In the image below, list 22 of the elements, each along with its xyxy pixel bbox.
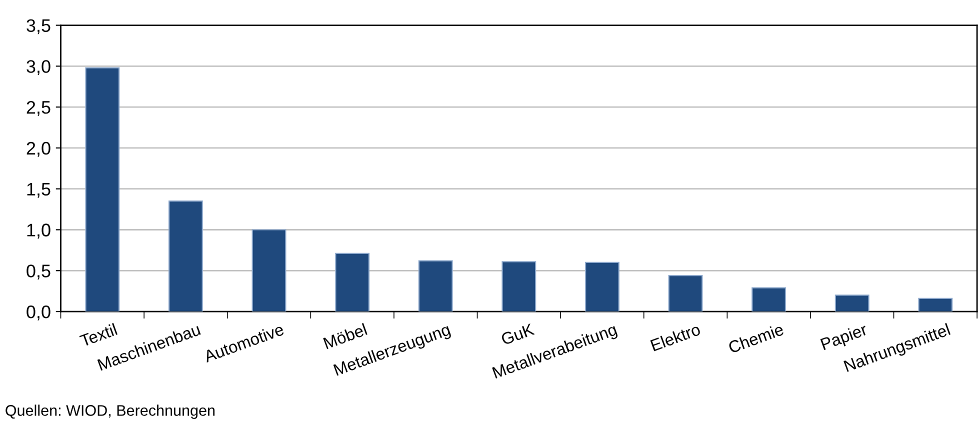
y-tick-label: 0,0 xyxy=(26,305,50,320)
y-tick-label: 2,0 xyxy=(26,142,50,157)
bar xyxy=(252,229,286,312)
bar xyxy=(168,200,203,312)
x-tick-label: Elektro xyxy=(650,322,702,352)
x-tick-label: Chemie xyxy=(728,322,784,354)
bar xyxy=(584,262,620,312)
bar xyxy=(85,67,120,312)
source-note: Quellen: WIOD, Berechnungen xyxy=(6,404,215,419)
y-tick-label: 3,0 xyxy=(26,60,50,76)
y-tick-label: 3,5 xyxy=(26,19,50,34)
bar xyxy=(502,261,536,312)
y-tick-label: 0,5 xyxy=(26,264,50,280)
bar xyxy=(335,252,370,312)
bar xyxy=(752,287,786,312)
bar xyxy=(834,294,870,312)
bar xyxy=(918,298,953,312)
bar xyxy=(418,260,453,312)
y-tick-label: 1,0 xyxy=(27,224,50,239)
y-tick-label: 1,5 xyxy=(27,182,50,198)
bar xyxy=(668,274,703,312)
y-tick-label: 2,5 xyxy=(26,100,50,116)
